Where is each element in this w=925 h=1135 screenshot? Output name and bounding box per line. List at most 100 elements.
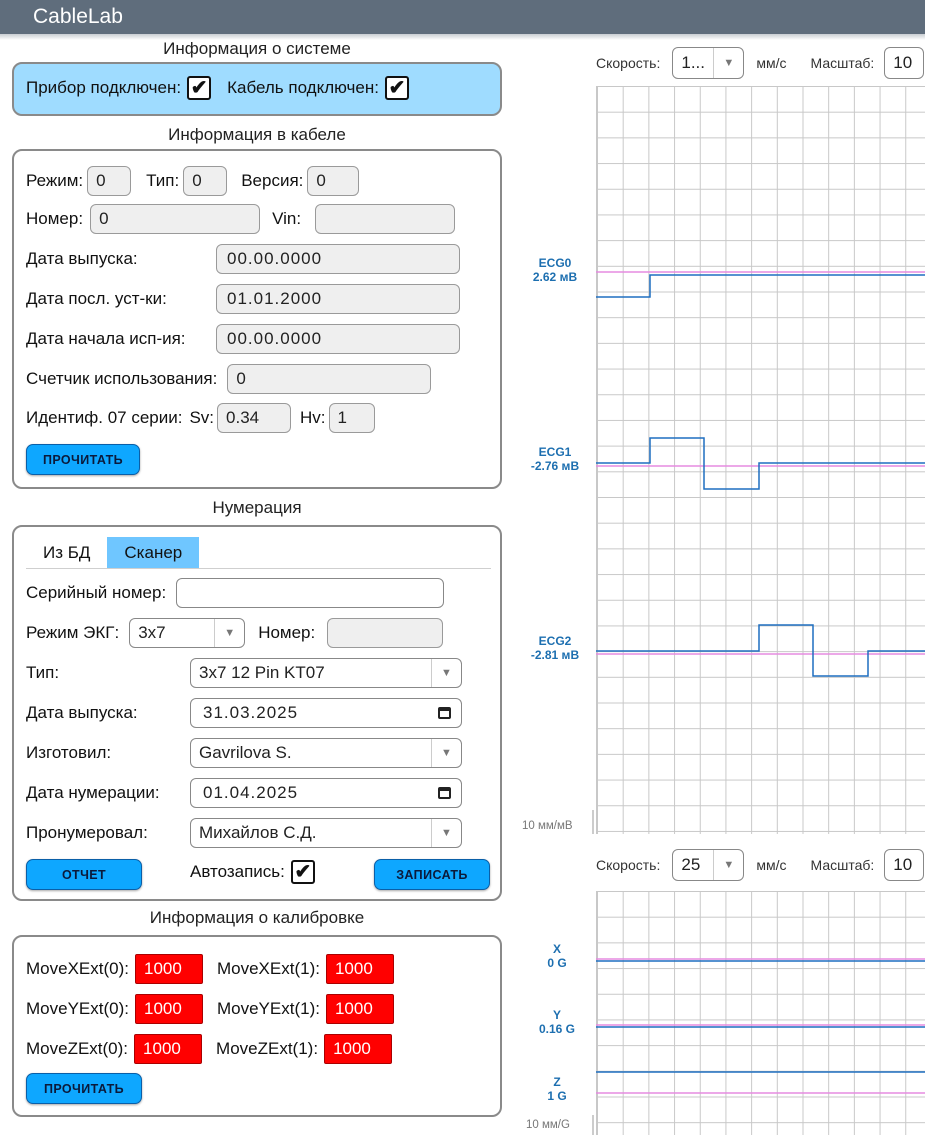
calib-value-field[interactable]: 1000 <box>134 1034 203 1064</box>
number-label: Номер: <box>26 209 84 228</box>
calib-value-field[interactable]: 1000 <box>134 954 203 984</box>
accel-grid <box>596 891 925 1135</box>
chevron-down-icon: ▼ <box>431 659 461 687</box>
last-install-field[interactable]: 01.01.2000 <box>216 284 460 314</box>
version-field[interactable]: 0 <box>307 166 360 196</box>
maker-label: Изготовил: <box>26 743 112 762</box>
ecg-scale-label: Масштаб: <box>810 55 875 71</box>
cable-read-button[interactable]: ПРОЧИТАТЬ <box>26 444 140 475</box>
save-button[interactable]: ЗАПИСАТЬ <box>374 859 490 890</box>
ecg-traces <box>592 271 925 834</box>
release-date-field[interactable]: 00.00.0000 <box>216 244 460 274</box>
calib-value-field[interactable]: 1000 <box>325 954 394 984</box>
maker-select[interactable]: Gavrilova S. ▼ <box>190 738 462 768</box>
chevron-down-icon: ▼ <box>713 48 743 78</box>
calibration-read-button[interactable]: ПРОЧИТАТЬ <box>26 1073 142 1104</box>
accel-scale-label: Масштаб: <box>810 857 875 873</box>
ecg-mode-select[interactable]: 3x7 ▼ <box>129 618 246 648</box>
calib-value-field[interactable]: 1000 <box>134 994 203 1024</box>
use-start-field[interactable]: 00.00.0000 <box>216 324 460 354</box>
ecg2-name: ECG2 <box>538 634 572 648</box>
calendar-icon[interactable] <box>438 787 451 799</box>
accel-scale-note: 10 мм/G <box>526 1119 570 1131</box>
usage-counter-label: Счетчик использования: <box>26 369 218 388</box>
mode-field[interactable]: 0 <box>87 166 132 196</box>
ecg-scale-value: 10 <box>893 53 913 72</box>
type-field[interactable]: 0 <box>183 166 228 196</box>
accel-y-label: Y 0.16 G <box>520 1008 594 1036</box>
ecg-speed-value: 1... <box>681 53 705 72</box>
ecg2-value: -2.81 мВ <box>530 648 580 662</box>
tab-from-db[interactable]: Из БД <box>43 543 91 562</box>
vin-label: Vin: <box>272 209 302 228</box>
cable-type-select[interactable]: 3x7 12 Pin KT07 ▼ <box>190 658 462 688</box>
accel-toolbar: Скорость: 25 ▼ мм/с Масштаб: 10 <box>596 849 925 881</box>
accel-z-value: 1 G <box>547 1089 567 1103</box>
accel-traces <box>592 958 925 1135</box>
calib-label: MoveYExt(0): <box>26 999 129 1018</box>
ecg1-label: ECG1 -2.76 мВ <box>518 445 592 473</box>
accel-x-value: 0 G <box>547 956 567 970</box>
use-start-label: Дата начала исп-ия: <box>26 329 186 348</box>
device-connected-label: Прибор подключен: <box>26 78 182 97</box>
accel-y-value: 0.16 G <box>538 1022 576 1036</box>
serial-number-input[interactable] <box>176 578 445 608</box>
numbering-date-input[interactable]: 01.04.2025 <box>190 778 462 808</box>
ecg1-name: ECG1 <box>538 445 572 459</box>
ecg-scale-note: 10 мм/мВ <box>522 820 573 832</box>
device-status-row: Прибор подключен: ✔ Кабель подключен: ✔ <box>26 76 409 100</box>
accel-x-label: X 0 G <box>520 942 594 970</box>
device-connected-checkbox[interactable]: ✔ <box>187 76 212 100</box>
release-date-input[interactable]: 31.03.2025 <box>190 698 462 728</box>
accel-y-name: Y <box>552 1008 561 1022</box>
calendar-icon[interactable] <box>438 707 451 719</box>
numbered-by-select[interactable]: Михайлов С.Д. ▼ <box>190 818 462 848</box>
mode-label: Режим: <box>26 171 84 190</box>
report-button[interactable]: ОТЧЕТ <box>26 859 142 890</box>
release-date-value: 31.03.2025 <box>203 703 299 722</box>
accel-z-name: Z <box>553 1075 561 1089</box>
release-date-label: Дата выпуска: <box>26 249 138 268</box>
tab-scanner[interactable]: Сканер <box>107 537 200 568</box>
ecg-scale-select[interactable]: 10 <box>884 47 925 79</box>
accel-speed-value: 25 <box>681 855 701 874</box>
cable-type-label: Тип: <box>26 663 60 682</box>
ecg0-value: 2.62 мВ <box>532 270 578 284</box>
numbering-panel: Из БД Сканер Серийный номер: Режим ЭКГ: … <box>12 525 502 901</box>
system-info-panel: Прибор подключен: ✔ Кабель подключен: ✔ <box>12 62 502 116</box>
accel-speed-select[interactable]: 25 ▼ <box>672 849 745 881</box>
calib-label: MoveZExt(0): <box>26 1039 129 1058</box>
title-shadow <box>0 34 925 40</box>
usage-counter-field[interactable]: 0 <box>227 364 432 394</box>
type-label: Тип: <box>146 171 180 190</box>
ecg0-trace <box>596 274 925 298</box>
autosave-label: Автозапись: <box>190 862 285 881</box>
ecg-speed-select[interactable]: 1... ▼ <box>672 47 745 79</box>
system-info-title: Информация о системе <box>163 39 351 58</box>
calib-label: MoveZExt(1): <box>216 1039 319 1058</box>
chevron-down-icon: ▼ <box>214 619 244 647</box>
ecg-speed-unit: мм/с <box>756 55 787 71</box>
calib-value-field[interactable]: 1000 <box>324 1034 393 1064</box>
calib-value-field[interactable]: 1000 <box>325 994 394 1024</box>
vin-field[interactable] <box>315 204 456 234</box>
numbering-title: Нумерация <box>212 498 302 517</box>
accel-scale-select[interactable]: 10 <box>884 849 925 881</box>
ecg2-trace <box>596 624 925 677</box>
numbering-number-label: Номер: <box>258 623 316 642</box>
calibration-title: Информация о калибровке <box>149 908 365 927</box>
serial-number-label: Серийный номер: <box>26 583 167 602</box>
ecg-mode-label: Режим ЭКГ: <box>26 623 120 642</box>
cable-connected-checkbox[interactable]: ✔ <box>384 76 409 100</box>
chevron-down-icon: ▼ <box>431 819 461 847</box>
app-title: CableLab <box>33 5 123 28</box>
calib-label: MoveYExt(1): <box>216 999 320 1018</box>
hv-field[interactable]: 1 <box>328 403 375 433</box>
ecg-toolbar: Скорость: 1... ▼ мм/с Масштаб: 10 <box>596 47 925 79</box>
cable-info-title: Информация в кабеле <box>168 125 346 144</box>
autosave-checkbox[interactable]: ✔ <box>290 860 315 884</box>
number-field[interactable]: 0 <box>90 204 261 234</box>
numbering-number-field[interactable] <box>327 618 444 648</box>
chevron-down-icon: ▼ <box>431 739 461 767</box>
sv-field[interactable]: 0.34 <box>217 403 292 433</box>
